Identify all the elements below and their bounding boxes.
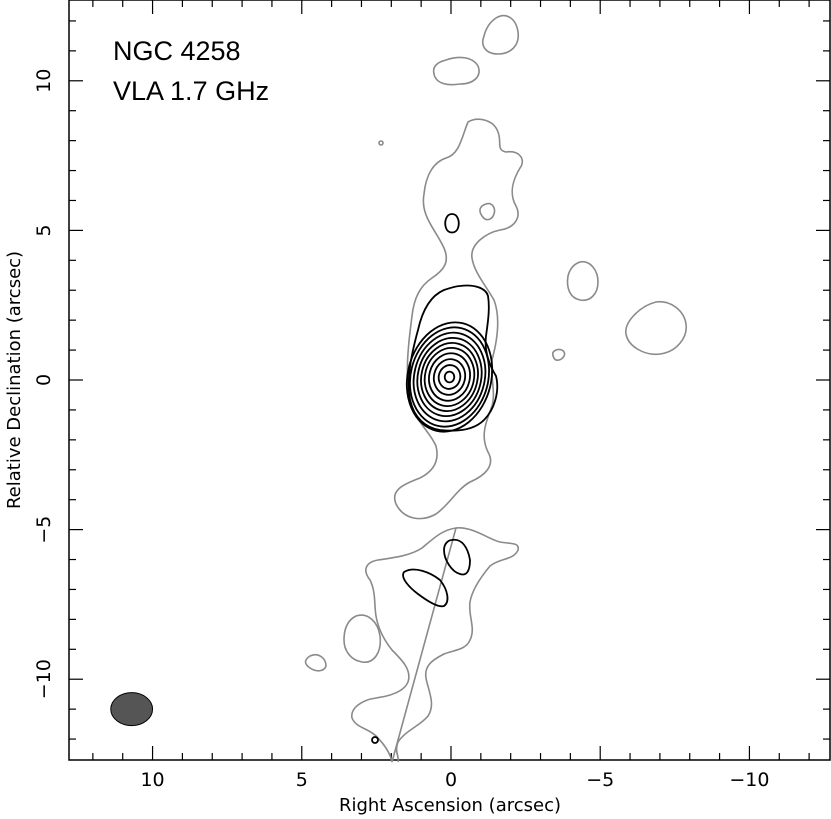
x-tick-label: −10 xyxy=(729,769,769,791)
y-tick-label: −10 xyxy=(33,659,55,699)
x-tick-label: −5 xyxy=(586,769,614,791)
x-axis-title: Right Ascension (arcsec) xyxy=(339,795,561,816)
outer-contours xyxy=(304,14,687,763)
outer-contour-blob-west-2 xyxy=(625,300,687,356)
outer-contour-blob-north-2 xyxy=(432,56,480,86)
y-axis-title: Relative Declination (arcsec) xyxy=(4,251,25,509)
plot-frame xyxy=(68,0,831,761)
core-contour-level xyxy=(443,370,456,384)
outer-contour-blob-west-1 xyxy=(566,260,599,302)
outer-contour-blob-west-3 xyxy=(551,348,566,361)
core-contour-level xyxy=(437,364,462,390)
x-tick-label: 0 xyxy=(445,769,457,791)
inner-contours xyxy=(371,213,499,744)
y-tick-label: −5 xyxy=(33,516,55,544)
outer-contour-main-jet xyxy=(393,118,524,520)
core-contour-level xyxy=(412,331,487,423)
outer-contour-blob-southeast-2 xyxy=(304,653,327,672)
core-contour-level xyxy=(405,321,494,433)
outer-contour-blob-southeast-1 xyxy=(343,614,382,663)
outer-contour-dot-1 xyxy=(378,140,384,146)
y-tick-labels: 10 5 0 −5 −10 xyxy=(33,69,55,700)
core-contour-level xyxy=(409,326,490,428)
inner-contour-south-knot-1 xyxy=(402,568,449,608)
core-contour-level xyxy=(420,342,479,412)
beam-ellipse xyxy=(110,692,154,727)
annotation-observation: VLA 1.7 GHz xyxy=(113,76,269,106)
y-tick-label: 0 xyxy=(33,374,55,386)
core-contour-level xyxy=(432,358,467,396)
core-contour-level xyxy=(428,352,471,402)
inner-contour-south-knot-2 xyxy=(443,538,471,576)
outer-contour-blob-north-1 xyxy=(482,14,520,55)
core-contour-level xyxy=(416,337,483,417)
x-tick-labels: 10 5 0 −5 −10 xyxy=(140,769,769,791)
axis-ticks xyxy=(69,0,830,760)
core-contour-set xyxy=(405,321,494,433)
inner-contour-core-outer xyxy=(407,284,499,432)
outer-contour-south-jet xyxy=(351,527,520,763)
y-tick-label: 10 xyxy=(33,69,55,93)
y-tick-label: 5 xyxy=(33,224,55,236)
outer-contour-blob-small-1 xyxy=(479,202,496,221)
x-tick-label: 10 xyxy=(140,769,164,791)
annotation-source-name: NGC 4258 xyxy=(113,36,241,66)
inner-contour-north-knot xyxy=(444,213,460,234)
inner-contour-dot-south xyxy=(371,736,379,744)
core-contour-level xyxy=(423,347,476,407)
x-tick-label: 5 xyxy=(296,769,308,791)
